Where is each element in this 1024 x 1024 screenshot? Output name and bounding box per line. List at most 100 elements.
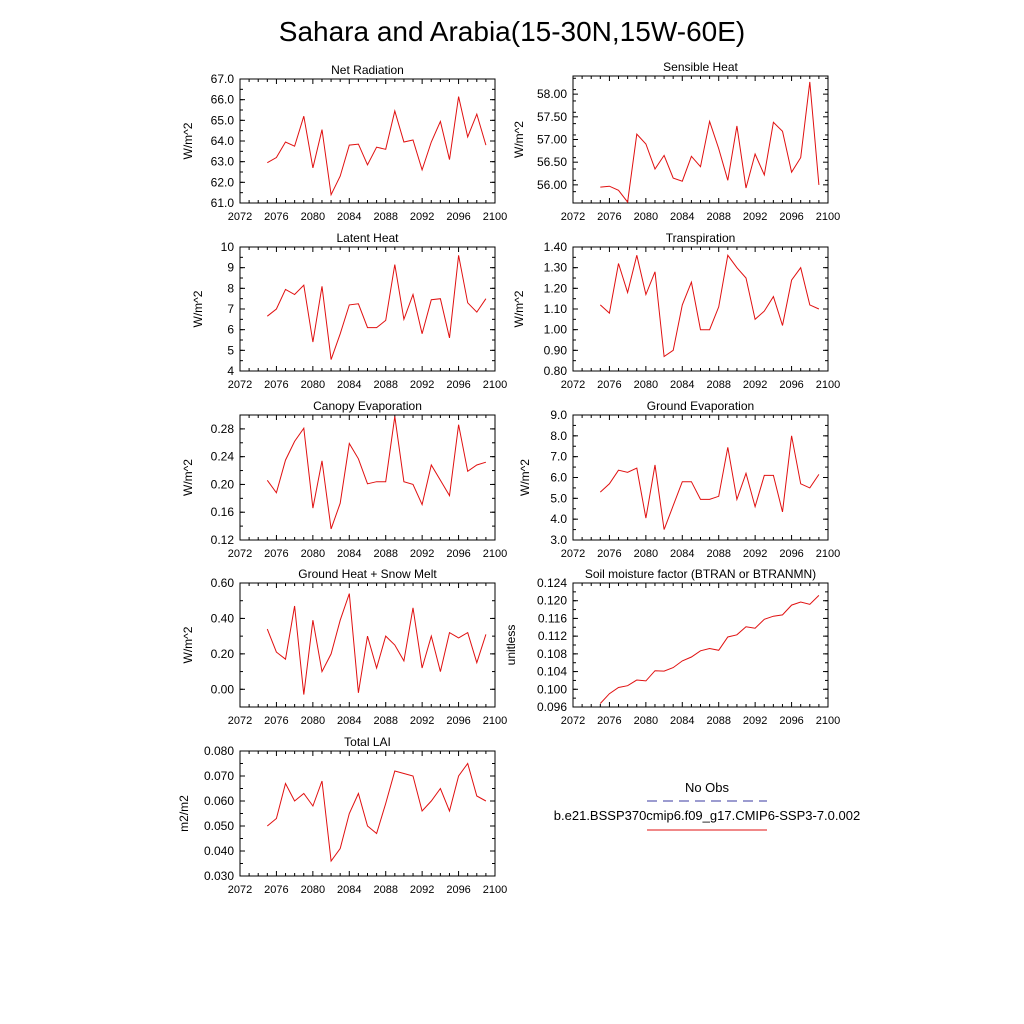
chart-panel: Latent Heat 2072 2076 2080 2084 2088 2092 2096 2… <box>191 231 507 391</box>
y-tick-label: 6.0 <box>550 471 567 485</box>
x-tick-label: 2096 <box>446 211 470 223</box>
plot-frame <box>572 75 829 204</box>
y-tick-label: 66.0 <box>211 93 235 107</box>
x-tick-label: 2096 <box>446 884 470 896</box>
x-tick-label: 2100 <box>483 211 507 223</box>
y-axis-label: m2/m2 <box>177 795 191 832</box>
plot-frame <box>572 246 829 372</box>
x-tick-label: 2072 <box>561 715 585 727</box>
y-tick-label: 1.10 <box>544 302 568 316</box>
x-tick-label: 2072 <box>228 211 252 223</box>
y-tick-label: 7.0 <box>550 450 567 464</box>
y-tick-label: 0.120 <box>537 594 567 608</box>
y-axis-label: W/m^2 <box>512 290 526 327</box>
figure-title: Sahara and Arabia(15-30N,15W-60E) <box>279 16 745 47</box>
y-tick-label: 0.40 <box>211 611 235 625</box>
y-tick-label: 0.096 <box>537 700 567 714</box>
y-tick-label: 8.0 <box>550 429 567 443</box>
y-tick-label: 0.060 <box>204 794 234 808</box>
x-tick-label: 2096 <box>779 548 803 560</box>
x-tick-label: 2076 <box>264 548 288 560</box>
y-tick-label: 58.00 <box>537 87 567 101</box>
y-tick-label: 8 <box>227 281 234 295</box>
x-tick-label: 2100 <box>483 379 507 391</box>
x-tick-label: 2088 <box>706 715 730 727</box>
y-tick-label: 0.60 <box>211 576 235 590</box>
y-tick-label: 0.070 <box>204 769 234 783</box>
y-tick-label: 0.116 <box>538 611 567 625</box>
y-axis-label: W/m^2 <box>512 121 526 158</box>
x-tick-label: 2076 <box>264 884 288 896</box>
x-tick-label: 2072 <box>228 884 252 896</box>
x-tick-label: 2084 <box>337 715 361 727</box>
y-axis-label: W/m^2 <box>181 459 195 496</box>
plot-frame <box>239 750 496 877</box>
y-tick-label: 0.030 <box>204 869 234 883</box>
plot-frame <box>239 78 496 204</box>
x-tick-label: 2088 <box>373 379 397 391</box>
x-tick-label: 2096 <box>446 379 470 391</box>
series-line <box>266 593 487 695</box>
x-tick-label: 2080 <box>634 715 658 727</box>
panel-title: Canopy Evaporation <box>313 399 422 413</box>
x-tick-label: 2080 <box>301 884 325 896</box>
y-tick-label: 67.0 <box>211 72 235 86</box>
series-line <box>600 81 820 203</box>
plot-frame <box>239 414 496 541</box>
x-tick-label: 2076 <box>264 379 288 391</box>
x-tick-label: 2092 <box>410 379 434 391</box>
y-tick-label: 0.20 <box>211 647 235 661</box>
y-tick-label: 0.90 <box>544 343 568 357</box>
panel-title: Ground Heat + Snow Melt <box>298 567 437 581</box>
x-tick-label: 2088 <box>373 715 397 727</box>
x-tick-label: 2084 <box>337 379 361 391</box>
x-tick-label: 2100 <box>483 548 507 560</box>
y-tick-label: 0.24 <box>211 450 235 464</box>
x-tick-label: 2084 <box>337 548 361 560</box>
series-line <box>266 416 487 530</box>
x-tick-label: 2092 <box>743 715 767 727</box>
plot-frame <box>572 582 829 708</box>
y-tick-label: 0.124 <box>537 576 567 590</box>
chart-panel: Net Radiation 2072 2076 2080 2084 2088 2092 209… <box>181 63 507 223</box>
x-tick-label: 2096 <box>446 715 470 727</box>
x-tick-label: 2084 <box>670 211 694 223</box>
y-tick-label: 57.00 <box>537 133 567 147</box>
x-tick-label: 2100 <box>483 884 507 896</box>
y-tick-label: 0.12 <box>211 533 235 547</box>
x-tick-label: 2088 <box>706 211 730 223</box>
x-tick-label: 2088 <box>373 548 397 560</box>
y-tick-label: 62.0 <box>211 175 235 189</box>
series-line <box>266 762 487 863</box>
y-tick-label: 63.0 <box>211 155 235 169</box>
x-tick-label: 2080 <box>634 379 658 391</box>
x-tick-label: 2072 <box>228 715 252 727</box>
x-tick-label: 2084 <box>337 884 361 896</box>
x-tick-label: 2076 <box>264 715 288 727</box>
y-tick-label: 0.080 <box>204 744 234 758</box>
x-tick-label: 2092 <box>743 211 767 223</box>
y-tick-label: 9.0 <box>550 408 567 422</box>
x-tick-label: 2092 <box>743 548 767 560</box>
y-axis-label: W/m^2 <box>181 626 195 663</box>
x-tick-label: 2080 <box>634 211 658 223</box>
x-tick-label: 2088 <box>706 379 730 391</box>
series-line <box>599 435 820 530</box>
y-axis-label: unitless <box>504 625 518 666</box>
y-axis-label: W/m^2 <box>518 459 532 496</box>
y-tick-label: 7 <box>227 302 234 316</box>
panel-title: Net Radiation <box>331 63 404 77</box>
legend: No Obs b.e21.BSSP370cmip6.f09_g17.CMIP6-… <box>554 780 860 831</box>
x-tick-label: 2076 <box>597 379 621 391</box>
x-tick-label: 2092 <box>410 211 434 223</box>
x-tick-label: 2096 <box>779 211 803 223</box>
y-tick-label: 9 <box>227 261 234 275</box>
legend-model-label: b.e21.BSSP370cmip6.f09_g17.CMIP6-SSP3-7.… <box>554 808 860 823</box>
series-line <box>599 595 820 704</box>
x-tick-label: 2088 <box>706 548 730 560</box>
x-tick-label: 2072 <box>561 211 585 223</box>
y-tick-label: 64.0 <box>211 134 235 148</box>
y-tick-label: 6 <box>227 323 234 337</box>
y-tick-label: 0.108 <box>537 647 567 661</box>
